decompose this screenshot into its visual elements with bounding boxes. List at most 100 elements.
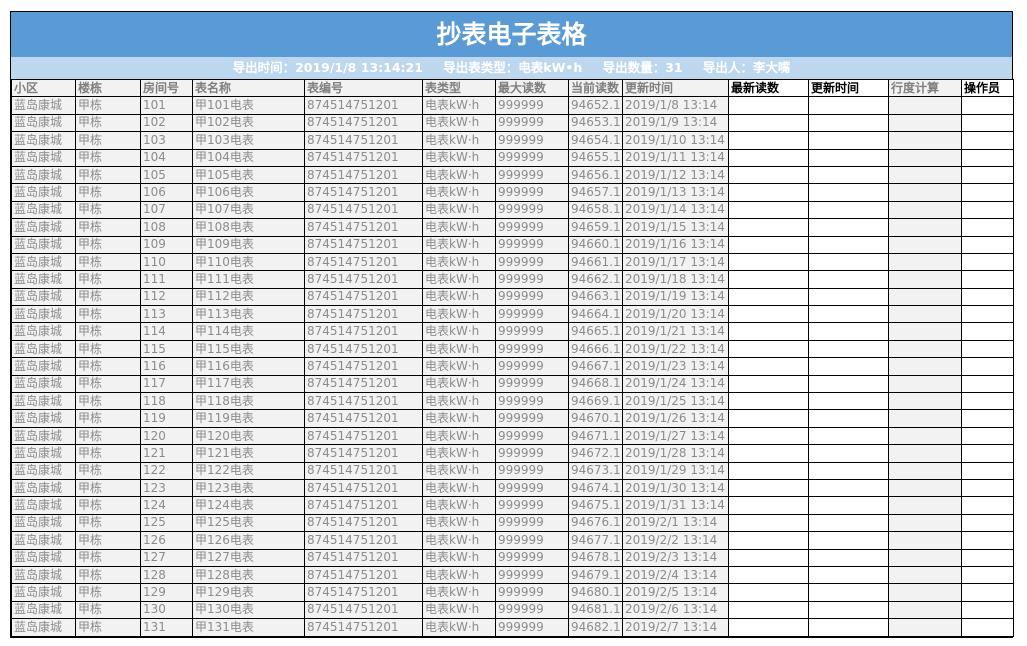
- table-cell[interactable]: 94680.1: [568, 583, 623, 602]
- latest-reading-cell[interactable]: [728, 618, 809, 637]
- column-header[interactable]: 小区: [11, 78, 76, 98]
- table-cell[interactable]: 2019/2/3 13:14: [622, 548, 729, 567]
- update-time-cell[interactable]: [808, 183, 889, 202]
- column-header[interactable]: 最大读数: [495, 78, 569, 98]
- usage-calc-cell[interactable]: [888, 200, 962, 220]
- table-cell[interactable]: 甲102电表: [192, 113, 305, 133]
- table-cell[interactable]: 110: [140, 252, 193, 272]
- table-cell[interactable]: 2019/1/9 13:14: [622, 113, 729, 133]
- update-time-cell[interactable]: [808, 548, 889, 567]
- table-cell[interactable]: 874514751201: [304, 165, 423, 185]
- latest-reading-cell[interactable]: [728, 531, 809, 550]
- update-time-cell[interactable]: [808, 96, 889, 115]
- table-cell[interactable]: 126: [140, 531, 193, 550]
- table-cell[interactable]: 999999: [495, 496, 569, 515]
- update-time-cell[interactable]: [808, 618, 889, 637]
- table-cell[interactable]: 2019/2/5 13:14: [622, 583, 729, 602]
- update-time-cell[interactable]: [808, 513, 889, 533]
- table-cell[interactable]: 电表kW·h: [422, 270, 496, 289]
- operator-cell[interactable]: [961, 218, 1014, 237]
- table-cell[interactable]: 甲栋: [75, 496, 141, 515]
- table-cell[interactable]: 甲128电表: [192, 565, 305, 585]
- table-cell[interactable]: 甲栋: [75, 113, 141, 133]
- table-cell[interactable]: 2019/1/21 13:14: [622, 322, 729, 341]
- table-cell[interactable]: 128: [140, 565, 193, 585]
- table-cell[interactable]: 999999: [495, 374, 569, 394]
- table-cell[interactable]: 874514751201: [304, 357, 423, 376]
- update-time-cell[interactable]: [808, 444, 889, 463]
- update-time-cell[interactable]: [808, 165, 889, 185]
- table-cell[interactable]: 2019/1/20 13:14: [622, 305, 729, 324]
- update-time-cell[interactable]: [808, 392, 889, 411]
- table-cell[interactable]: 蓝岛康城: [11, 183, 76, 202]
- latest-reading-cell[interactable]: [728, 444, 809, 463]
- table-cell[interactable]: 999999: [495, 392, 569, 411]
- table-cell[interactable]: 874514751201: [304, 218, 423, 237]
- usage-calc-cell[interactable]: [888, 426, 962, 446]
- usage-calc-cell[interactable]: [888, 165, 962, 185]
- table-cell[interactable]: 101: [140, 96, 193, 115]
- table-cell[interactable]: 116: [140, 357, 193, 376]
- operator-cell[interactable]: [961, 200, 1014, 220]
- table-cell[interactable]: 2019/1/18 13:14: [622, 270, 729, 289]
- table-cell[interactable]: 999999: [495, 252, 569, 272]
- usage-calc-cell[interactable]: [888, 513, 962, 533]
- latest-reading-cell[interactable]: [728, 305, 809, 324]
- usage-calc-cell[interactable]: [888, 461, 962, 480]
- latest-reading-cell[interactable]: [728, 183, 809, 202]
- usage-calc-cell[interactable]: [888, 357, 962, 376]
- table-cell[interactable]: 999999: [495, 531, 569, 550]
- table-cell[interactable]: 129: [140, 583, 193, 602]
- table-cell[interactable]: 甲105电表: [192, 165, 305, 185]
- table-cell[interactable]: 874514751201: [304, 444, 423, 463]
- table-cell[interactable]: 874514751201: [304, 270, 423, 289]
- usage-calc-cell[interactable]: [888, 565, 962, 585]
- table-cell[interactable]: 111: [140, 270, 193, 289]
- operator-cell[interactable]: [961, 565, 1014, 585]
- table-cell[interactable]: 电表kW·h: [422, 478, 496, 498]
- table-cell[interactable]: 蓝岛康城: [11, 96, 76, 115]
- table-cell[interactable]: 999999: [495, 444, 569, 463]
- table-cell[interactable]: 甲栋: [75, 374, 141, 394]
- table-cell[interactable]: 蓝岛康城: [11, 165, 76, 185]
- table-cell[interactable]: 2019/1/26 13:14: [622, 409, 729, 428]
- latest-reading-cell[interactable]: [728, 96, 809, 115]
- table-cell[interactable]: 甲114电表: [192, 322, 305, 341]
- table-cell[interactable]: 874514751201: [304, 322, 423, 341]
- table-cell[interactable]: 94660.1: [568, 235, 623, 254]
- table-cell[interactable]: 874514751201: [304, 513, 423, 533]
- table-cell[interactable]: 94682.1: [568, 618, 623, 637]
- column-header[interactable]: 房间号: [140, 78, 193, 98]
- table-cell[interactable]: 874514751201: [304, 96, 423, 115]
- usage-calc-cell[interactable]: [888, 287, 962, 307]
- usage-calc-cell[interactable]: [888, 496, 962, 515]
- update-time-cell[interactable]: [808, 478, 889, 498]
- table-cell[interactable]: 甲116电表: [192, 357, 305, 376]
- usage-calc-cell[interactable]: [888, 270, 962, 289]
- table-cell[interactable]: 甲栋: [75, 305, 141, 324]
- table-cell[interactable]: 874514751201: [304, 565, 423, 585]
- table-cell[interactable]: 蓝岛康城: [11, 565, 76, 585]
- operator-cell[interactable]: [961, 392, 1014, 411]
- table-cell[interactable]: 125: [140, 513, 193, 533]
- table-cell[interactable]: 甲栋: [75, 565, 141, 585]
- table-cell[interactable]: 蓝岛康城: [11, 409, 76, 428]
- table-cell[interactable]: 874514751201: [304, 409, 423, 428]
- usage-calc-cell[interactable]: [888, 600, 962, 620]
- table-cell[interactable]: 104: [140, 148, 193, 167]
- table-cell[interactable]: 999999: [495, 461, 569, 480]
- table-cell[interactable]: 甲栋: [75, 200, 141, 220]
- table-cell[interactable]: 甲栋: [75, 513, 141, 533]
- table-cell[interactable]: 电表kW·h: [422, 252, 496, 272]
- update-time-cell[interactable]: [808, 322, 889, 341]
- table-cell[interactable]: 999999: [495, 583, 569, 602]
- latest-reading-cell[interactable]: [728, 218, 809, 237]
- table-cell[interactable]: 94664.1: [568, 305, 623, 324]
- operator-cell[interactable]: [961, 235, 1014, 254]
- table-cell[interactable]: 蓝岛康城: [11, 131, 76, 150]
- table-cell[interactable]: 94668.1: [568, 374, 623, 394]
- usage-calc-cell[interactable]: [888, 478, 962, 498]
- usage-calc-cell[interactable]: [888, 548, 962, 567]
- table-cell[interactable]: 电表kW·h: [422, 339, 496, 359]
- table-cell[interactable]: 电表kW·h: [422, 113, 496, 133]
